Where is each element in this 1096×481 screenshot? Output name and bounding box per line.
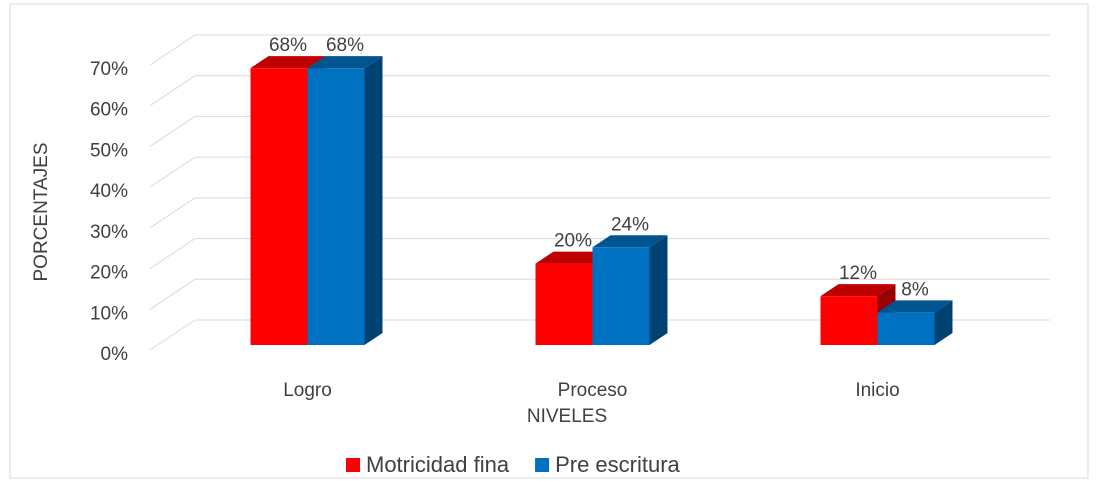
grid-line-side	[149, 34, 196, 66]
y-tick-label: 20%	[90, 263, 128, 284]
data-label: 68%	[326, 35, 364, 56]
legend-swatch	[535, 458, 550, 472]
x-tick-label: Logro	[283, 380, 332, 401]
y-tick-label: 40%	[90, 181, 128, 202]
bar	[820, 296, 878, 345]
bar-side	[934, 300, 953, 345]
grid-line-side	[149, 278, 196, 310]
bar-top	[307, 56, 383, 69]
data-label: 24%	[611, 214, 649, 235]
bar-side	[364, 56, 383, 346]
data-label: 8%	[901, 279, 929, 300]
y-axis-title: PORCENTAJES	[31, 142, 52, 281]
bar-top	[592, 235, 668, 248]
y-tick-label: 50%	[90, 140, 128, 161]
legend-swatch	[346, 458, 360, 472]
data-label: 68%	[269, 35, 307, 56]
y-tick-label: 60%	[90, 100, 128, 121]
bar	[250, 68, 308, 346]
legend-label: Pre escritura	[555, 452, 680, 477]
x-tick-label: Inicio	[855, 380, 899, 401]
bar-top	[250, 56, 326, 69]
bar	[877, 312, 935, 345]
bar	[592, 247, 650, 345]
bar	[535, 263, 593, 345]
x-axis-title: NIVELES	[527, 406, 607, 427]
data-label: 20%	[554, 231, 592, 252]
bar-top	[535, 251, 611, 264]
bar-top	[877, 300, 953, 313]
grid-line-side	[149, 116, 196, 147]
y-tick-label: 70%	[90, 59, 128, 80]
y-tick-label: 10%	[90, 303, 128, 324]
grid-line-side	[149, 238, 196, 269]
chart-border	[9, 3, 1089, 479]
bar-top	[820, 284, 896, 297]
grid-line-side	[149, 197, 196, 229]
grid-line-side	[149, 319, 196, 351]
bar-side	[649, 235, 668, 345]
y-tick-label: 30%	[90, 222, 128, 243]
grid-line-side	[149, 156, 196, 188]
legend-label: Motricidad fina	[366, 452, 510, 477]
bar	[307, 68, 365, 346]
y-tick-label: 0%	[101, 344, 129, 365]
data-label: 12%	[839, 263, 877, 284]
grid-line-side	[149, 75, 196, 107]
x-tick-label: Proceso	[558, 380, 628, 401]
